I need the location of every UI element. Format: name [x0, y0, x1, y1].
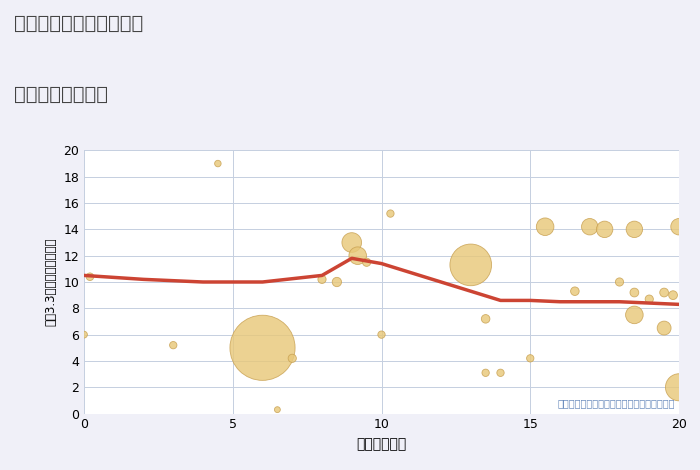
Point [465, 261, 476, 269]
Point [376, 331, 387, 338]
Point [673, 384, 685, 391]
Point [346, 239, 357, 246]
Point [540, 223, 551, 230]
Point [584, 223, 595, 230]
Point [316, 275, 328, 283]
Point [352, 252, 363, 259]
Point [257, 344, 268, 352]
Point [212, 160, 223, 167]
Text: 三重県松阪市上蛸路町の: 三重県松阪市上蛸路町の [14, 14, 144, 33]
Point [495, 369, 506, 376]
Point [629, 289, 640, 296]
Point [272, 406, 283, 414]
Point [644, 295, 655, 303]
Point [168, 341, 179, 349]
Point [614, 278, 625, 286]
Point [629, 311, 640, 319]
Point [331, 278, 342, 286]
Point [84, 273, 95, 281]
Point [668, 291, 679, 299]
Point [659, 324, 670, 332]
Point [599, 226, 610, 233]
Point [525, 354, 536, 362]
Point [480, 315, 491, 322]
Point [480, 369, 491, 376]
Point [385, 210, 396, 217]
Point [361, 258, 372, 266]
X-axis label: 駅距離（分）: 駅距離（分） [356, 437, 407, 451]
Point [287, 354, 298, 362]
Point [569, 288, 580, 295]
Text: 駅距離別土地価格: 駅距離別土地価格 [14, 85, 108, 103]
Point [673, 223, 685, 230]
Point [629, 226, 640, 233]
Point [659, 289, 670, 296]
Y-axis label: 坪（3.3㎡）単価（万円）: 坪（3.3㎡）単価（万円） [45, 238, 57, 326]
Point [78, 331, 90, 338]
Text: 円の大きさは、取引のあった物件面積を示す: 円の大きさは、取引のあった物件面積を示す [557, 398, 675, 407]
